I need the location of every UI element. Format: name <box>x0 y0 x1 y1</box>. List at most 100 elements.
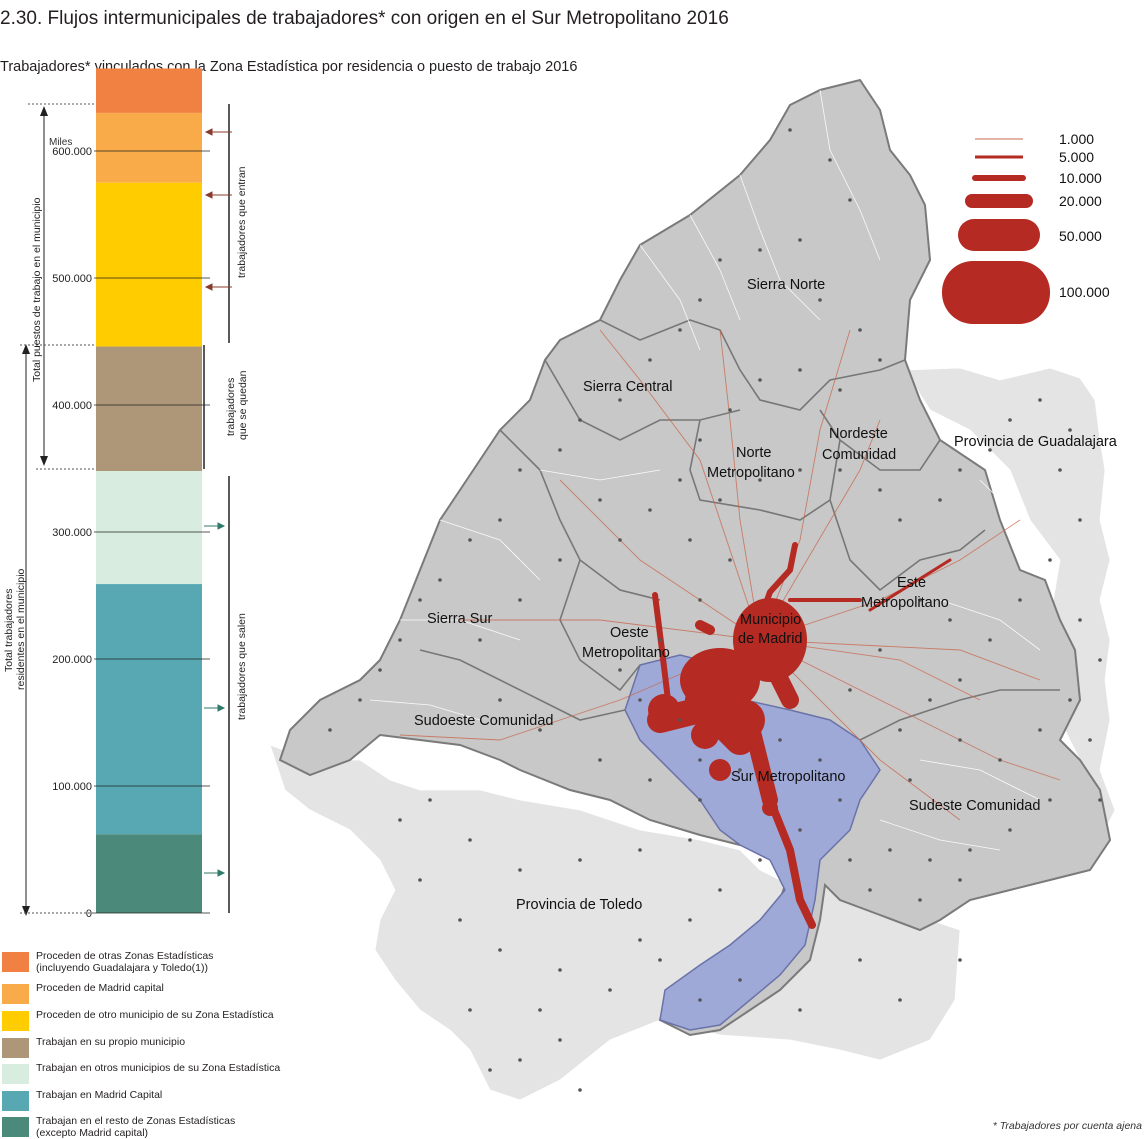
municipality-dot <box>788 128 792 132</box>
municipality-dot <box>1048 798 1052 802</box>
municipality-dot <box>1048 558 1052 562</box>
legend-label: Proceden de otras Zonas Estadísticas (inc… <box>36 950 214 974</box>
right-label-stay-2: que se quedan <box>237 370 249 440</box>
municipality-dot <box>988 448 992 452</box>
municipality-dot <box>958 738 962 742</box>
label-sierra-norte: Sierra Norte <box>747 277 825 293</box>
bar-tick-label: 500.000 <box>52 273 92 285</box>
municipality-dot <box>718 498 722 502</box>
legend-item: Trabajan en otros municipios de su Zona … <box>0 1060 300 1084</box>
municipality-dot <box>618 668 622 672</box>
municipality-dot <box>688 838 692 842</box>
municipality-dot <box>918 898 922 902</box>
municipality-dot <box>648 508 652 512</box>
left-label-top: Total puestos de trabajo en el municipio <box>31 197 43 382</box>
municipality-dot <box>458 918 462 922</box>
municipality-dot <box>798 468 802 472</box>
legend-swatch <box>2 984 29 1004</box>
municipality-dot <box>378 668 382 672</box>
left-label-bottom-2: residentes en el municipio <box>15 568 27 690</box>
municipality-dot <box>538 728 542 732</box>
right-label-enter: trabajadores que entran <box>236 166 248 278</box>
label-norte-1: Norte <box>736 445 771 461</box>
municipality-dot <box>718 258 722 262</box>
legend-item: Trabajan en Madrid Capital <box>0 1087 300 1111</box>
bar-segment-madrid_capital_out <box>96 584 202 835</box>
municipality-dot <box>828 158 832 162</box>
municipality-dot <box>738 768 742 772</box>
municipality-dot <box>1038 398 1042 402</box>
municipality-dot <box>518 868 522 872</box>
label-sudeste: Sudeste Comunidad <box>909 798 1040 814</box>
legend-swatch <box>2 1064 29 1084</box>
municipality-dot <box>598 498 602 502</box>
municipality-dot <box>848 858 852 862</box>
label-madrid-2: de Madrid <box>738 631 802 647</box>
municipality-dot <box>618 398 622 402</box>
municipality-dot <box>1088 738 1092 742</box>
legend-swatch <box>2 1117 29 1137</box>
label-nordeste-1: Nordeste <box>829 426 888 442</box>
bar-segments <box>96 68 202 913</box>
municipality-dot <box>798 238 802 242</box>
label-norte-2: Metropolitano <box>707 465 795 481</box>
municipality-dot <box>658 958 662 962</box>
legend-label: Proceden de otro municipio de su Zona Es… <box>36 1009 274 1021</box>
municipality-dot <box>498 518 502 522</box>
municipality-dot <box>688 538 692 542</box>
municipality-dot <box>578 858 582 862</box>
municipality-dot <box>558 1038 562 1042</box>
municipality-dot <box>948 618 952 622</box>
label-nordeste-2: Comunidad <box>822 447 896 463</box>
svg-text:50.000: 50.000 <box>1059 228 1102 244</box>
municipality-dot <box>598 758 602 762</box>
right-label-stay-1: trabajadores <box>225 378 237 436</box>
municipality-dot <box>578 1088 582 1092</box>
municipality-dot <box>848 688 852 692</box>
label-sierra-central: Sierra Central <box>583 379 672 395</box>
label-toledo: Provincia de Toledo <box>516 897 642 913</box>
municipality-dot <box>558 448 562 452</box>
municipality-dot <box>898 518 902 522</box>
bracket-bottom-arrow-down <box>22 906 30 916</box>
municipality-dot <box>518 598 522 602</box>
municipality-dot <box>698 998 702 1002</box>
municipality-dot <box>688 918 692 922</box>
region-labels: Sierra Norte Sierra Central Nordeste Com… <box>414 277 1118 913</box>
legend-label: Trabajan en su propio municipio <box>36 1036 186 1048</box>
legend-label: Trabajan en Madrid Capital <box>36 1089 163 1101</box>
bar-tick-label: 200.000 <box>52 654 92 666</box>
municipality-dots <box>328 128 1102 1092</box>
legend-swatch <box>2 1038 29 1058</box>
svg-text:5.000: 5.000 <box>1059 149 1094 165</box>
municipality-dot <box>468 838 472 842</box>
bar-tick-label: 600.000 <box>52 146 92 158</box>
municipality-dot <box>678 478 682 482</box>
legend-swatch <box>2 1011 29 1031</box>
municipality-dot <box>698 598 702 602</box>
municipality-dot <box>678 328 682 332</box>
municipality-dot <box>758 248 762 252</box>
label-este-2: Metropolitano <box>861 595 949 611</box>
municipality-dot <box>728 408 732 412</box>
label-este-1: Este <box>897 575 926 591</box>
label-oeste-1: Oeste <box>610 625 649 641</box>
municipality-dot <box>838 468 842 472</box>
legend-item: Proceden de otro municipio de su Zona Es… <box>0 1007 300 1031</box>
municipality-dot <box>1008 418 1012 422</box>
municipality-dot <box>418 878 422 882</box>
zone-boundaries <box>419 319 1060 741</box>
municipality-dot <box>608 988 612 992</box>
municipality-dot <box>958 468 962 472</box>
bar-segment-resto_zonas <box>96 834 202 913</box>
municipality-dot <box>898 728 902 732</box>
page-title: 2.30. Flujos intermunicipales de trabaja… <box>0 8 729 29</box>
bar-segment-propio_municipio <box>96 346 202 472</box>
bracket-top-arrow-down <box>40 456 48 466</box>
municipality-dot <box>1018 598 1022 602</box>
left-label-bottom-1: Total trabajadores <box>3 589 15 672</box>
municipality-dot <box>648 778 652 782</box>
label-madrid-1: Municipio <box>740 612 801 628</box>
municipality-dot <box>1068 698 1072 702</box>
municipality-dot <box>1078 518 1082 522</box>
